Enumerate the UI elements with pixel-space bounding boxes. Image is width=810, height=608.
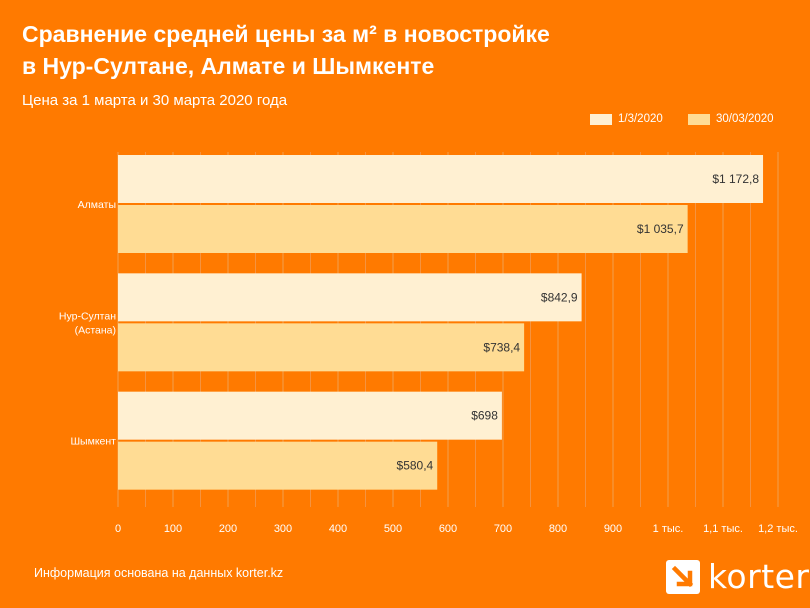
data-label-0-1: $842,9: [541, 290, 578, 304]
category-label-line: Алматы: [78, 199, 116, 211]
bar-0-2: [118, 391, 502, 440]
logo-text: korter: [708, 557, 810, 596]
legend-label-series-2: 30/03/2020: [716, 113, 774, 125]
legend: 1/3/2020 30/03/2020: [0, 113, 810, 133]
x-tick-label-11: 1,1 тыс.: [703, 523, 743, 535]
category-label-0: Алматы: [78, 199, 116, 211]
x-tick-label-6: 600: [439, 523, 457, 535]
x-tick-label-2: 200: [219, 523, 237, 535]
x-tick-label-8: 800: [549, 523, 567, 535]
x-tick-label-0: 0: [115, 523, 121, 535]
legend-swatch-series-2: [688, 113, 710, 125]
source-note: Информация основана на данных korter.kz: [34, 566, 284, 580]
bar-1-0: [118, 205, 688, 253]
category-label-2: Шымкент: [70, 436, 116, 448]
category-label-line: Нур-Султан: [59, 310, 116, 322]
bar-1-1: [118, 323, 525, 372]
bar-0-0: [118, 155, 764, 203]
x-tick-label-5: 500: [384, 523, 402, 535]
data-label-1-1: $738,4: [483, 340, 520, 354]
arrow-icon: [666, 560, 700, 594]
chart-title: Сравнение средней цены за м² в новострой…: [22, 21, 550, 79]
legend-swatch-series-1: [590, 113, 612, 125]
x-tick-label-4: 400: [329, 523, 347, 535]
x-tick-label-7: 700: [494, 523, 512, 535]
data-label-1-0: $1 035,7: [637, 222, 684, 236]
data-label-0-2: $698: [471, 409, 498, 423]
x-tick-label-1: 100: [164, 523, 182, 535]
bar-0-1: [118, 273, 582, 322]
chart-subtitle: Цена за 1 марта и 30 марта 2020 года: [22, 92, 288, 109]
category-label-line: (Астана): [75, 324, 116, 336]
x-tick-label-9: 900: [604, 523, 622, 535]
category-label-1: Нур-Султан (Астана): [59, 310, 116, 336]
data-label-0-0: $1 172,8: [712, 172, 759, 186]
legend-item-series-2: 30/03/2020: [688, 113, 774, 125]
data-label-1-2: $580,4: [397, 459, 434, 473]
x-tick-label-3: 300: [274, 523, 292, 535]
legend-item-series-1: 1/3/2020: [590, 113, 663, 125]
legend-label-series-1: 1/3/2020: [618, 113, 663, 125]
bar-1-2: [118, 441, 438, 490]
x-tick-label-12: 1,2 тыс.: [758, 523, 798, 535]
korter-logo: korter: [666, 560, 810, 594]
category-label-line: Шымкент: [70, 436, 116, 448]
x-tick-label-10: 1 тыс.: [653, 523, 684, 535]
